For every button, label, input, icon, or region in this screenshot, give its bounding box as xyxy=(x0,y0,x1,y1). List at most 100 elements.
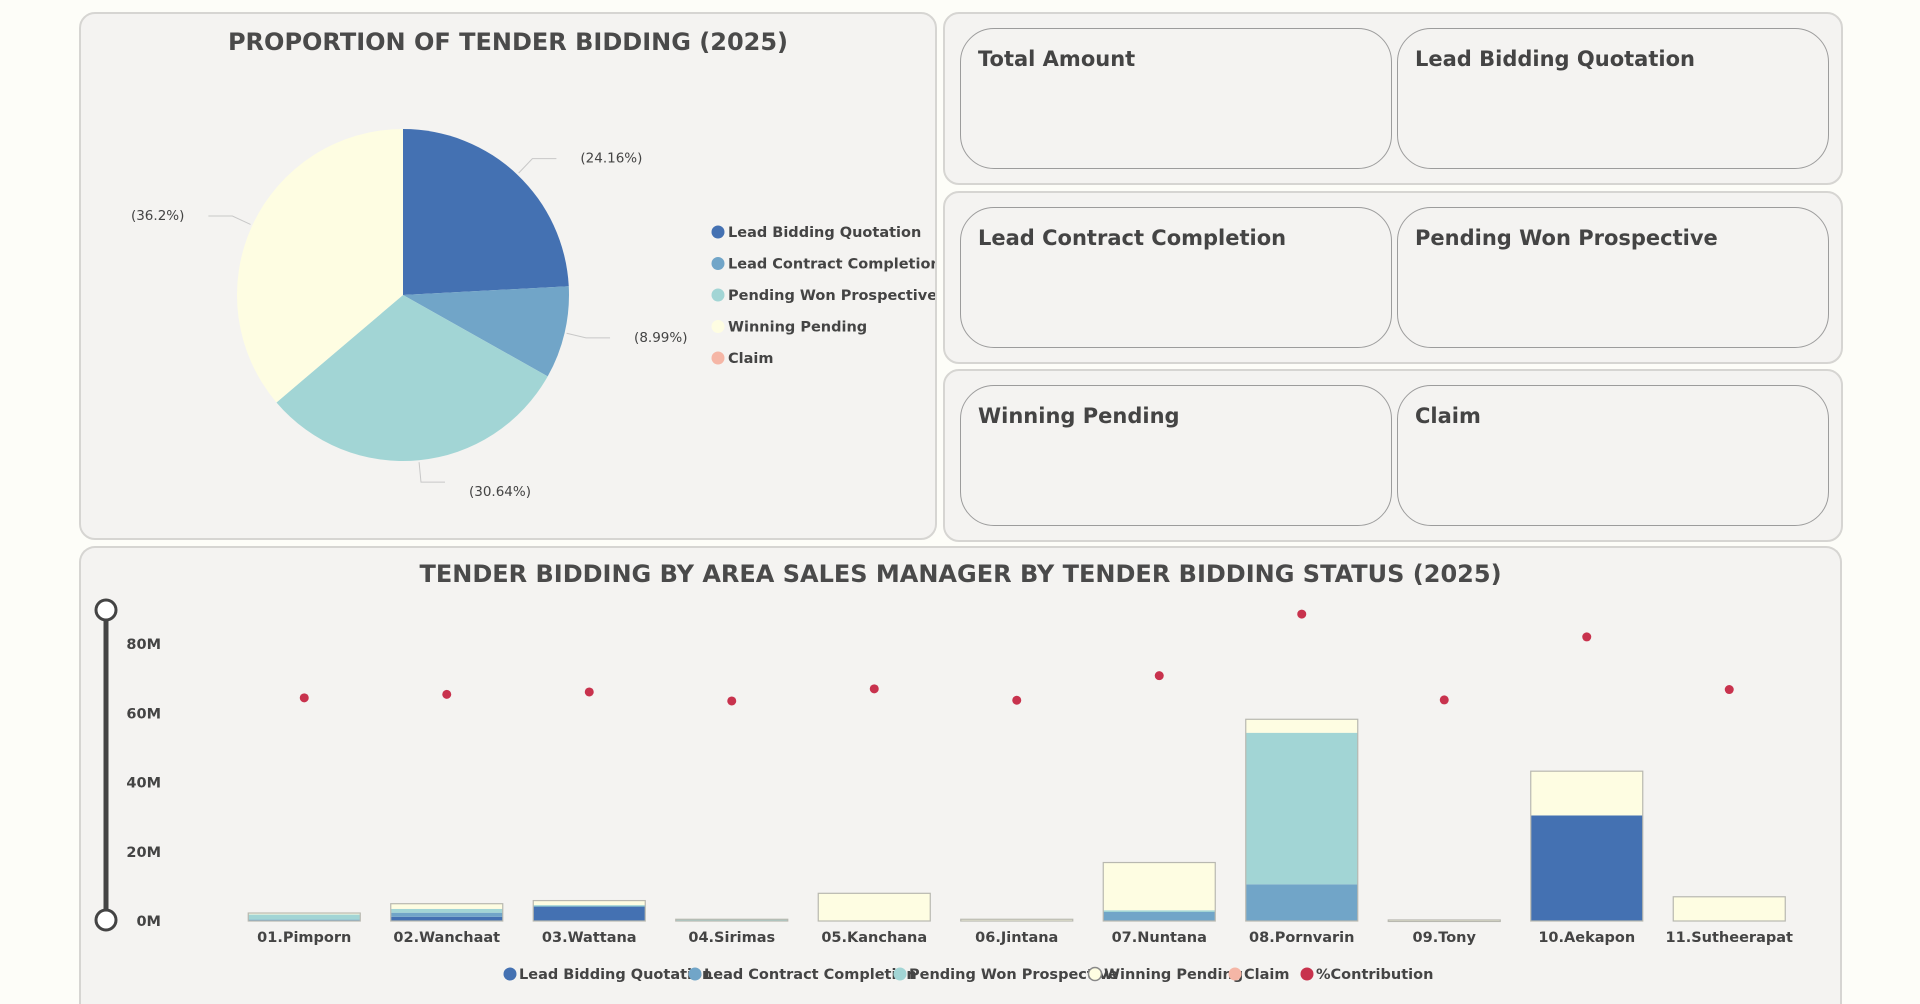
x-axis-category-label: 11.Sutheerapat xyxy=(1666,930,1793,946)
pie-chart: (24.16%) (8.99%) (30.64%) (36.2%) Lead Biddi… xyxy=(131,129,935,500)
pie-chart-title: PROPORTION OF TENDER BIDDING (2025) xyxy=(227,28,789,56)
pie-data-label: (30.64%) xyxy=(469,484,531,500)
bar-segment-winning-pending[interactable] xyxy=(818,893,931,921)
y-axis-tick-label: 80M xyxy=(126,637,161,653)
bar-segment-winning-pending[interactable] xyxy=(533,900,646,906)
contribution-point[interactable] xyxy=(1012,695,1022,705)
pie-leader-line xyxy=(208,215,251,225)
bar-legend-label-pending-won-prospective[interactable]: Pending Won Prospective xyxy=(909,967,1118,983)
bar-segment-winning-pending[interactable] xyxy=(1530,771,1643,816)
lead-bidding-quotation-card[interactable]: Lead Bidding Quotation xyxy=(1397,28,1829,169)
zoom-slider-top-handle[interactable] xyxy=(94,598,118,622)
contribution-point[interactable] xyxy=(1297,609,1307,619)
bar-segment-lead-bidding-quotation[interactable] xyxy=(390,916,503,921)
bar-outline xyxy=(247,912,361,922)
x-axis-category-label: 01.Pimporn xyxy=(257,930,351,946)
bar-legend-marker xyxy=(1087,966,1103,982)
pie-legend-marker xyxy=(711,351,725,365)
card-title: Lead Contract Completion xyxy=(978,226,1287,250)
total-amount-card[interactable]: Total Amount xyxy=(960,28,1392,169)
bar-outline xyxy=(1245,718,1359,922)
bar-segment-winning-pending[interactable] xyxy=(1103,862,1216,911)
pie-leader-line xyxy=(418,462,445,483)
pie-data-label: (36.2%) xyxy=(131,208,184,224)
pie-legend-label-claim[interactable]: Claim xyxy=(728,351,773,367)
x-axis-category-label: 09.Tony xyxy=(1413,930,1477,946)
bar-segment-lead-bidding-quotation[interactable] xyxy=(1530,815,1643,921)
y-axis-tick-label: 0M xyxy=(136,914,161,930)
bar-segment-winning-pending[interactable] xyxy=(248,913,361,915)
pie-chart-panel: PROPORTION OF TENDER BIDDING (2025) (24.… xyxy=(79,12,937,540)
bar-segment-pending-won-prospective[interactable] xyxy=(675,919,788,921)
pie-data-label: (24.16%) xyxy=(580,151,642,167)
stacked-bar-chart: 0M 20M 40M 60M 80M 01.Pimporn 02.Wanchaat 03.Wa… xyxy=(94,598,1793,983)
zoom-slider-bottom-handle[interactable] xyxy=(94,908,118,932)
bar-segment-lead-contract-completion[interactable] xyxy=(1245,884,1358,921)
bar-segment-winning-pending[interactable] xyxy=(1245,719,1358,733)
lead-contract-completion-card[interactable]: Lead Contract Completion xyxy=(960,207,1392,348)
pending-won-prospective-card[interactable]: Pending Won Prospective xyxy=(1397,207,1829,348)
bar-chart-panel: TENDER BIDDING BY AREA SALES MANAGER BY … xyxy=(79,546,1842,1004)
contribution-point[interactable] xyxy=(299,693,309,703)
contribution-point[interactable] xyxy=(869,684,879,694)
pie-slice-lead-bidding-quotation[interactable] xyxy=(403,129,569,295)
bar-legend-label-lead-contract-completion[interactable]: Lead Contract Completion xyxy=(704,967,917,983)
x-axis-category-label: 07.Nuntana xyxy=(1112,930,1207,946)
contribution-point[interactable] xyxy=(584,687,594,697)
bar-legend-marker xyxy=(503,967,517,981)
contribution-point[interactable] xyxy=(1724,685,1734,695)
x-axis-category-label: 03.Wattana xyxy=(542,930,637,946)
bar-outline xyxy=(1102,861,1216,922)
bar-segment-pending-won-prospective[interactable] xyxy=(390,908,503,913)
bar-legend-marker xyxy=(688,967,702,981)
card-title: Total Amount xyxy=(978,47,1136,71)
pie-legend-label-lead-contract-completion[interactable]: Lead Contract Completion xyxy=(728,257,935,273)
pie-slice-lead-contract-completion[interactable] xyxy=(403,286,569,377)
bar-segment-pending-won-prospective[interactable] xyxy=(1245,732,1358,885)
bar-legend-label-claim[interactable]: Claim xyxy=(1244,967,1289,983)
card-title: Lead Bidding Quotation xyxy=(1415,47,1695,71)
y-axis-tick-label: 40M xyxy=(126,776,161,792)
pie-slice-winning-pending[interactable] xyxy=(237,129,403,403)
contribution-point[interactable] xyxy=(442,689,452,699)
bar-outline xyxy=(675,918,789,922)
bar-legend-label-winning-pending[interactable]: Winning Pending xyxy=(1104,967,1243,983)
bar-legend-marker xyxy=(1300,967,1314,981)
pie-legend-marker xyxy=(711,288,725,302)
bar-segment-pending-won-prospective[interactable] xyxy=(1103,910,1216,913)
contribution-point[interactable] xyxy=(1582,632,1592,642)
bar-segment-lead-contract-completion[interactable] xyxy=(1103,912,1216,921)
y-axis-tick-label: 20M xyxy=(126,845,161,861)
contribution-point[interactable] xyxy=(1439,695,1449,705)
x-axis-category-label: 08.Pornvarin xyxy=(1249,930,1354,946)
pie-legend-label-lead-bidding-quotation[interactable]: Lead Bidding Quotation xyxy=(728,225,921,241)
x-axis-category-label: 10.Aekapon xyxy=(1538,930,1635,946)
bar-segment-pending-won-prospective[interactable] xyxy=(248,914,361,920)
bar-legend-label-lead-bidding-quotation[interactable]: Lead Bidding Quotation xyxy=(519,967,712,983)
x-axis-category-label: 06.Jintana xyxy=(975,930,1058,946)
pie-legend-label-winning-pending[interactable]: Winning Pending xyxy=(728,320,867,336)
bar-segment-winning-pending[interactable] xyxy=(390,903,503,909)
pie-legend-label-pending-won-prospective[interactable]: Pending Won Prospective xyxy=(728,288,935,304)
bar-chart-title: TENDER BIDDING BY AREA SALES MANAGER BY … xyxy=(419,560,1502,588)
bar-outline xyxy=(1530,770,1644,922)
pie-slice-pending-won-prospective[interactable] xyxy=(276,295,548,461)
bar-segment-lead-bidding-quotation[interactable] xyxy=(533,906,646,921)
card-title: Pending Won Prospective xyxy=(1415,226,1718,250)
bar-segment-lead-contract-completion[interactable] xyxy=(390,912,503,917)
claim-card[interactable]: Claim xyxy=(1397,385,1829,526)
winning-pending-card[interactable]: Winning Pending xyxy=(960,385,1392,526)
contribution-point[interactable] xyxy=(1154,671,1164,681)
bar-legend-marker xyxy=(893,967,907,981)
bar-segment-winning-pending[interactable] xyxy=(1388,919,1501,922)
bar-segment-lead-contract-completion[interactable] xyxy=(248,919,361,922)
bar-segment-winning-pending[interactable] xyxy=(1673,896,1786,921)
contribution-point[interactable] xyxy=(727,696,737,706)
bar-legend-marker xyxy=(1228,967,1242,981)
bar-legend-label-contribution[interactable]: %Contribution xyxy=(1316,967,1433,983)
bar-outline xyxy=(817,892,931,922)
pie-leader-line xyxy=(518,158,557,174)
bar-outline xyxy=(1387,919,1501,923)
bar-segment-winning-pending[interactable] xyxy=(960,919,1073,921)
bar-segment-pending-won-prospective[interactable] xyxy=(533,905,646,907)
